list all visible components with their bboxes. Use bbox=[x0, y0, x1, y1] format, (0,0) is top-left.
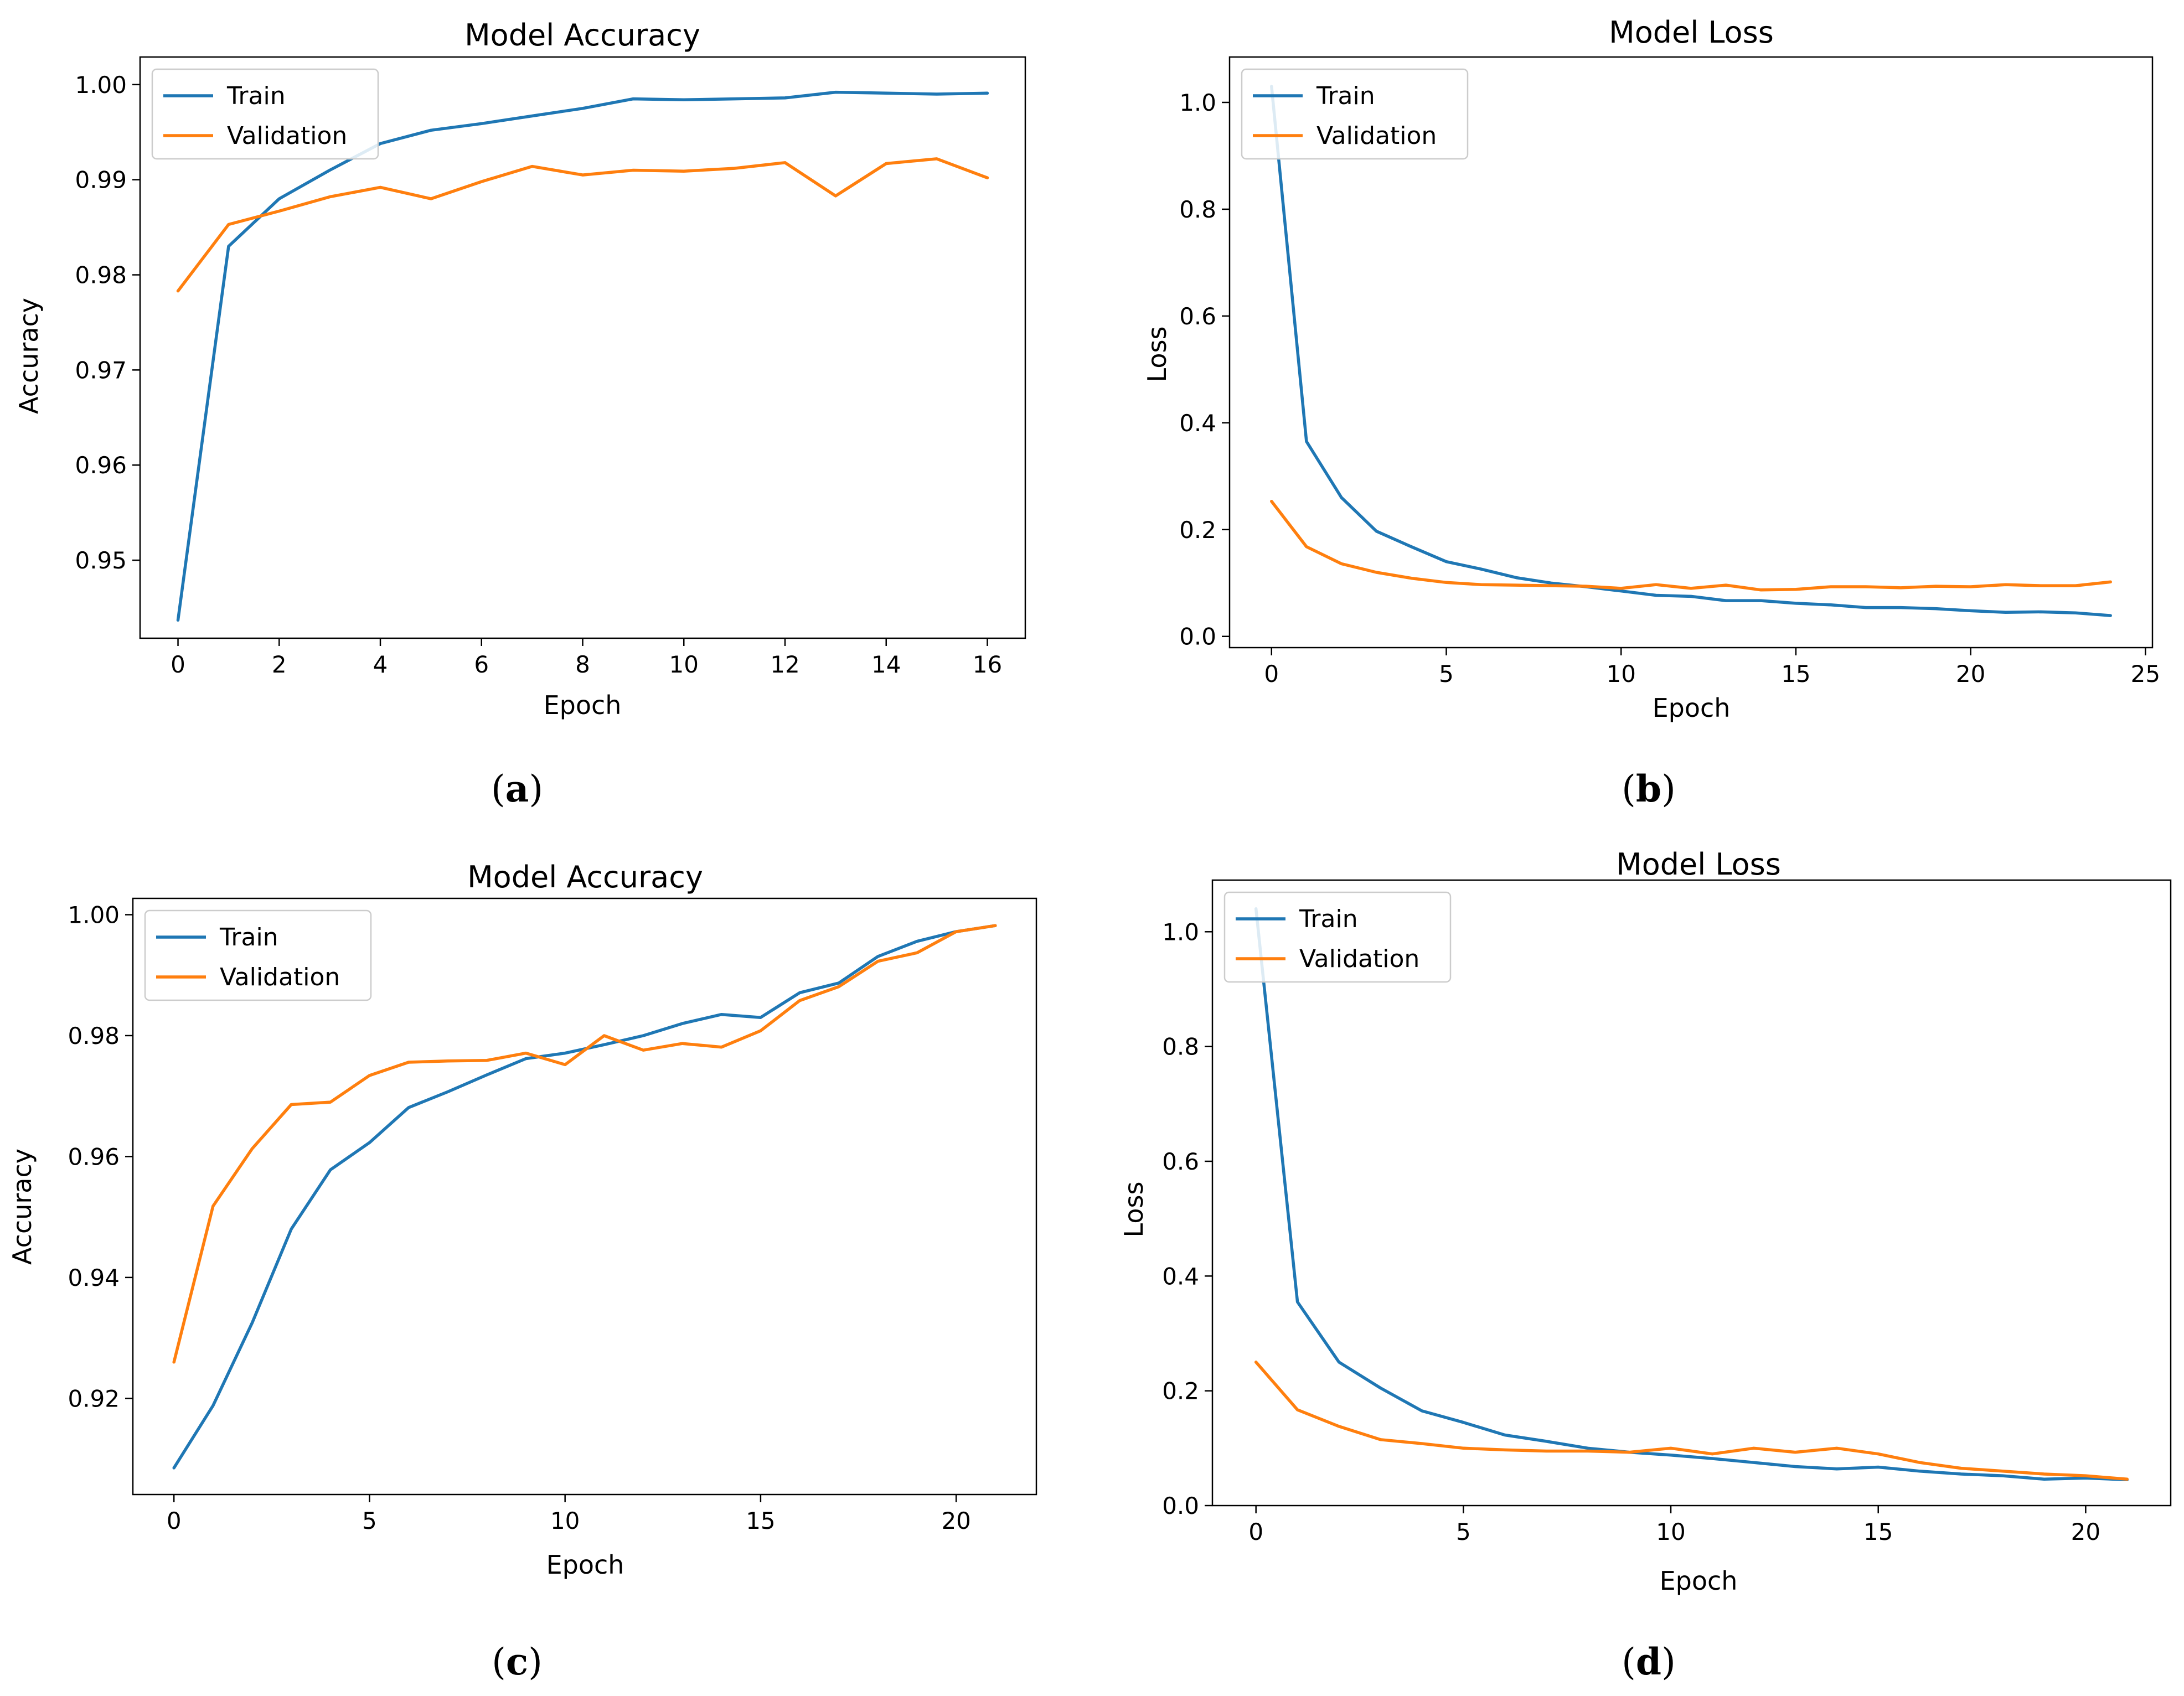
chart-title: Model Accuracy bbox=[464, 18, 700, 53]
chart-panel-d: Model Loss Epoch Loss 0 5 10 15 20 0.0 0.2 0.4 0… bbox=[1119, 847, 2172, 1596]
series-line-train bbox=[172, 924, 997, 1470]
legend-label-validation: Validation bbox=[220, 963, 340, 991]
y-axis-label: Accuracy bbox=[14, 298, 44, 414]
y-tick-label: 0.0 bbox=[1162, 1492, 1199, 1519]
axes-frame bbox=[1228, 56, 2154, 649]
x-tick-label: 12 bbox=[770, 651, 799, 678]
x-tick-label: 0 bbox=[1248, 1518, 1263, 1545]
y-tick-label: 1.00 bbox=[75, 71, 127, 99]
series-line-validation bbox=[1254, 1361, 2129, 1481]
y-tick-label: 0.98 bbox=[68, 1022, 120, 1049]
y-tick-label: 0.99 bbox=[75, 167, 127, 194]
panel-label-b: (b) bbox=[1622, 767, 1676, 810]
x-tick-label: 10 bbox=[1656, 1518, 1685, 1545]
x-axis-label: Epoch bbox=[1660, 1566, 1738, 1596]
x-tick-label: 15 bbox=[746, 1507, 775, 1534]
y-tick-label: 0.8 bbox=[1162, 1033, 1199, 1061]
x-tick-label: 8 bbox=[575, 651, 590, 678]
x-tick-label: 15 bbox=[1781, 660, 1810, 687]
y-tick-label: 0.8 bbox=[1179, 196, 1216, 223]
y-tick-label: 0.97 bbox=[75, 356, 127, 384]
legend-label-train: Train bbox=[1316, 82, 1375, 110]
chart-panel-a: Model Accuracy Epoch Accuracy 0 2 4 6 8 10 12 1… bbox=[14, 18, 1026, 720]
x-tick-label: 6 bbox=[474, 651, 489, 678]
y-tick-label: 0.94 bbox=[68, 1264, 120, 1291]
y-tick-label: 0.2 bbox=[1162, 1378, 1199, 1405]
chart-title: Model Loss bbox=[1609, 15, 1774, 50]
x-tick-label: 2 bbox=[272, 651, 287, 678]
panel-label-a: (a) bbox=[491, 767, 543, 810]
y-tick-label: 1.00 bbox=[68, 901, 120, 928]
x-tick-label: 0 bbox=[171, 651, 185, 678]
y-tick-label: 1.0 bbox=[1179, 89, 1216, 116]
x-tick-label: 0 bbox=[167, 1507, 182, 1534]
x-tick-label: 10 bbox=[550, 1507, 580, 1534]
chart-panel-b: Model Loss Epoch Loss 0 5 10 15 20 25 0.0 0.2 0.… bbox=[1142, 15, 2160, 723]
x-tick-label: 14 bbox=[871, 651, 901, 678]
y-tick-label: 1.0 bbox=[1162, 918, 1199, 945]
x-tick-label: 10 bbox=[1606, 660, 1635, 687]
x-axis-label: Epoch bbox=[1653, 693, 1731, 723]
y-tick-label: 0.98 bbox=[75, 262, 127, 289]
series-line-train bbox=[176, 90, 989, 622]
x-tick-label: 20 bbox=[2071, 1518, 2100, 1545]
axes-frame bbox=[132, 897, 1037, 1496]
y-axis-label: Loss bbox=[1142, 327, 1172, 382]
y-axis-label: Accuracy bbox=[7, 1149, 37, 1265]
panel-label-d: (d) bbox=[1622, 1640, 1676, 1683]
y-tick-label: 0.6 bbox=[1179, 303, 1216, 330]
x-tick-label: 5 bbox=[1439, 660, 1454, 687]
axes-frame bbox=[1211, 879, 2172, 1507]
legend-label-train: Train bbox=[1299, 905, 1358, 933]
legend-label-train: Train bbox=[226, 82, 286, 110]
legend: Train Validation bbox=[1241, 68, 1469, 160]
y-tick-label: 0.0 bbox=[1179, 623, 1216, 650]
y-tick-label: 0.96 bbox=[75, 452, 127, 479]
y-tick-label: 0.96 bbox=[68, 1143, 120, 1170]
x-tick-label: 0 bbox=[1264, 660, 1279, 687]
chart-panel-c: Model Accuracy Epoch Accuracy 0 5 10 15 20 0.… bbox=[7, 860, 1037, 1580]
x-tick-label: 20 bbox=[1956, 660, 1985, 687]
series-line-validation bbox=[176, 157, 989, 293]
x-tick-label: 5 bbox=[1456, 1518, 1471, 1545]
x-axis-label: Epoch bbox=[546, 1550, 624, 1580]
x-tick-label: 16 bbox=[973, 651, 1002, 678]
y-tick-label: 0.6 bbox=[1162, 1148, 1199, 1175]
x-tick-label: 10 bbox=[669, 651, 699, 678]
y-tick-label: 0.92 bbox=[68, 1385, 120, 1412]
x-tick-label: 20 bbox=[941, 1507, 970, 1534]
legend-label-validation: Validation bbox=[227, 122, 347, 150]
x-tick-label: 15 bbox=[1863, 1518, 1893, 1545]
x-tick-label: 5 bbox=[362, 1507, 377, 1534]
legend: Train Validation bbox=[144, 909, 372, 1001]
y-axis-label: Loss bbox=[1119, 1182, 1149, 1238]
legend-label-validation: Validation bbox=[1316, 122, 1437, 150]
legend-label-validation: Validation bbox=[1299, 945, 1419, 973]
y-tick-label: 0.4 bbox=[1162, 1263, 1199, 1290]
y-tick-label: 0.95 bbox=[75, 547, 127, 574]
series-line-train bbox=[1270, 85, 2112, 617]
x-tick-label: 25 bbox=[2131, 660, 2160, 687]
legend: Train Validation bbox=[151, 68, 379, 160]
series-line-validation bbox=[1270, 499, 2112, 592]
x-tick-label: 4 bbox=[373, 651, 388, 678]
chart-title: Model Loss bbox=[1616, 847, 1781, 882]
legend-label-train: Train bbox=[219, 923, 278, 952]
series-line-validation bbox=[172, 924, 997, 1364]
panel-label-c: (c) bbox=[492, 1640, 543, 1683]
y-tick-label: 0.2 bbox=[1179, 516, 1216, 544]
legend: Train Validation bbox=[1223, 891, 1452, 983]
chart-title: Model Accuracy bbox=[467, 860, 703, 894]
x-axis-label: Epoch bbox=[544, 690, 622, 720]
y-tick-label: 0.4 bbox=[1179, 410, 1216, 437]
series-line-train bbox=[1254, 907, 2129, 1482]
